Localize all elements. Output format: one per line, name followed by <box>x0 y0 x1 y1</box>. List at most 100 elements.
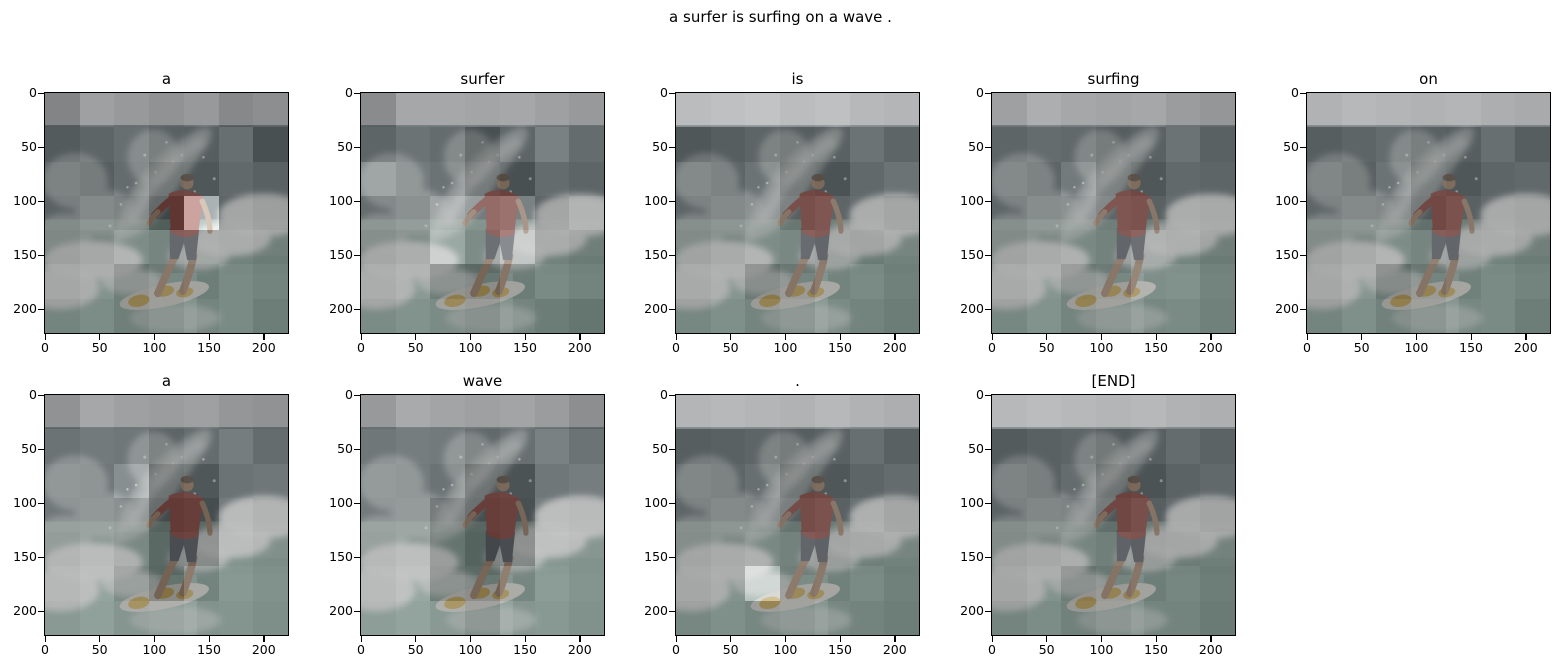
y-tick-mark <box>354 92 360 94</box>
attention-cell <box>149 93 184 128</box>
attention-cell <box>1165 532 1201 567</box>
x-tick-label: 100 <box>773 642 798 657</box>
x-tick-mark <box>1046 636 1048 642</box>
subplot-4: surfing 0 50 100 150 200 0 50 100 150 200 <box>960 70 1236 355</box>
y-tick-label: 150 <box>960 549 984 565</box>
subplot-title: surfer <box>460 70 505 88</box>
attention-cell <box>1445 93 1481 128</box>
x-tick-mark <box>99 334 101 340</box>
attention-cell <box>1165 264 1201 299</box>
y-tick-label: 0 <box>976 387 984 402</box>
attention-cell <box>183 395 219 430</box>
attention-cell <box>218 497 254 533</box>
attention-cell <box>79 463 115 498</box>
x-tick-mark <box>894 334 896 340</box>
subplot-7: wave 0 50 100 150 200 0 50 100 150 200 <box>329 372 605 657</box>
attention-cell <box>676 566 711 601</box>
y-tick-label: 100 <box>329 193 353 209</box>
attention-cell <box>149 127 184 162</box>
attention-cell <box>183 429 219 464</box>
attention-cell <box>1096 161 1131 196</box>
attention-cell <box>114 566 150 601</box>
y-tick-mark <box>669 308 675 310</box>
attention-cell <box>45 230 80 265</box>
attention-cell <box>395 264 431 299</box>
subplot-title: [END] <box>1091 372 1136 390</box>
attention-cell <box>79 429 115 464</box>
attention-cell <box>1165 298 1201 333</box>
attention-cell <box>218 230 254 265</box>
attention-cell <box>1096 298 1131 333</box>
attention-cell <box>884 127 919 162</box>
attention-cell <box>395 195 431 231</box>
y-tick-mark <box>354 610 360 612</box>
attention-cell <box>1096 600 1131 635</box>
subplot-8: . 0 50 100 150 200 0 50 100 150 200 <box>644 372 920 657</box>
attention-cell <box>710 230 746 265</box>
attention-cell <box>710 298 746 333</box>
y-tick-label: 0 <box>660 387 668 402</box>
attention-cell <box>1026 463 1062 498</box>
attention-cell <box>569 230 604 265</box>
attention-cell <box>1096 566 1131 601</box>
attention-cell <box>710 600 746 635</box>
attention-cell <box>253 298 288 333</box>
x-tick-mark <box>991 636 993 642</box>
subplot-title: a <box>161 372 172 390</box>
attention-cell <box>114 532 150 567</box>
attention-cell <box>1061 161 1097 196</box>
attention-cell <box>780 264 815 299</box>
x-tick-mark <box>208 636 210 642</box>
y-tick-mark <box>354 146 360 148</box>
x-tick-label: 200 <box>882 340 907 355</box>
attention-cell <box>1341 161 1377 196</box>
attention-cell <box>465 93 500 128</box>
attention-cell <box>79 532 115 567</box>
attention-cell <box>395 532 431 567</box>
attention-cell <box>430 566 466 601</box>
x-tick-mark <box>360 636 362 642</box>
attention-cell <box>992 429 1027 464</box>
attention-cell <box>710 395 746 430</box>
attention-cell <box>218 463 254 498</box>
y-tick-mark <box>1300 254 1306 256</box>
y-tick-label: 200 <box>644 603 668 619</box>
attention-cell <box>395 230 431 265</box>
x-tick-mark <box>469 636 472 642</box>
attention-cell <box>1445 298 1481 333</box>
y-tick-label: 0 <box>29 387 37 402</box>
x-tick-label: 150 <box>197 642 221 657</box>
attention-cell <box>780 127 815 162</box>
attention-cell <box>676 230 711 265</box>
attention-cell <box>814 230 850 265</box>
attention-cell <box>361 230 396 265</box>
attention-cell <box>534 497 570 533</box>
x-tick-label: 0 <box>672 642 680 657</box>
y-tick-mark <box>985 200 991 202</box>
attention-cell <box>499 566 535 601</box>
attention-cell <box>430 195 466 231</box>
attention-cell <box>1341 230 1377 265</box>
attention-cell <box>430 161 466 196</box>
x-tick-label: 100 <box>142 340 167 355</box>
attention-cell <box>1480 93 1516 128</box>
x-tick-label: 150 <box>1459 340 1483 355</box>
y-tick-mark <box>669 502 675 504</box>
subplot-title: wave <box>462 372 503 390</box>
attention-cell <box>45 93 80 128</box>
attention-cell <box>849 532 885 567</box>
attention-cell <box>1480 195 1516 231</box>
x-tick-label: 100 <box>458 642 483 657</box>
attention-cell <box>1376 195 1412 231</box>
x-tick-label: 200 <box>567 642 592 657</box>
attention-cell <box>1376 127 1412 162</box>
attention-cell <box>1061 429 1097 464</box>
attention-cell <box>114 497 150 533</box>
attention-cell <box>499 395 535 430</box>
attention-cell <box>1376 264 1412 299</box>
x-tick-label: 200 <box>1198 340 1223 355</box>
attention-cell <box>1445 127 1481 162</box>
attention-cell <box>992 395 1027 430</box>
attention-cell <box>992 127 1027 162</box>
attention-cell <box>1307 230 1342 265</box>
